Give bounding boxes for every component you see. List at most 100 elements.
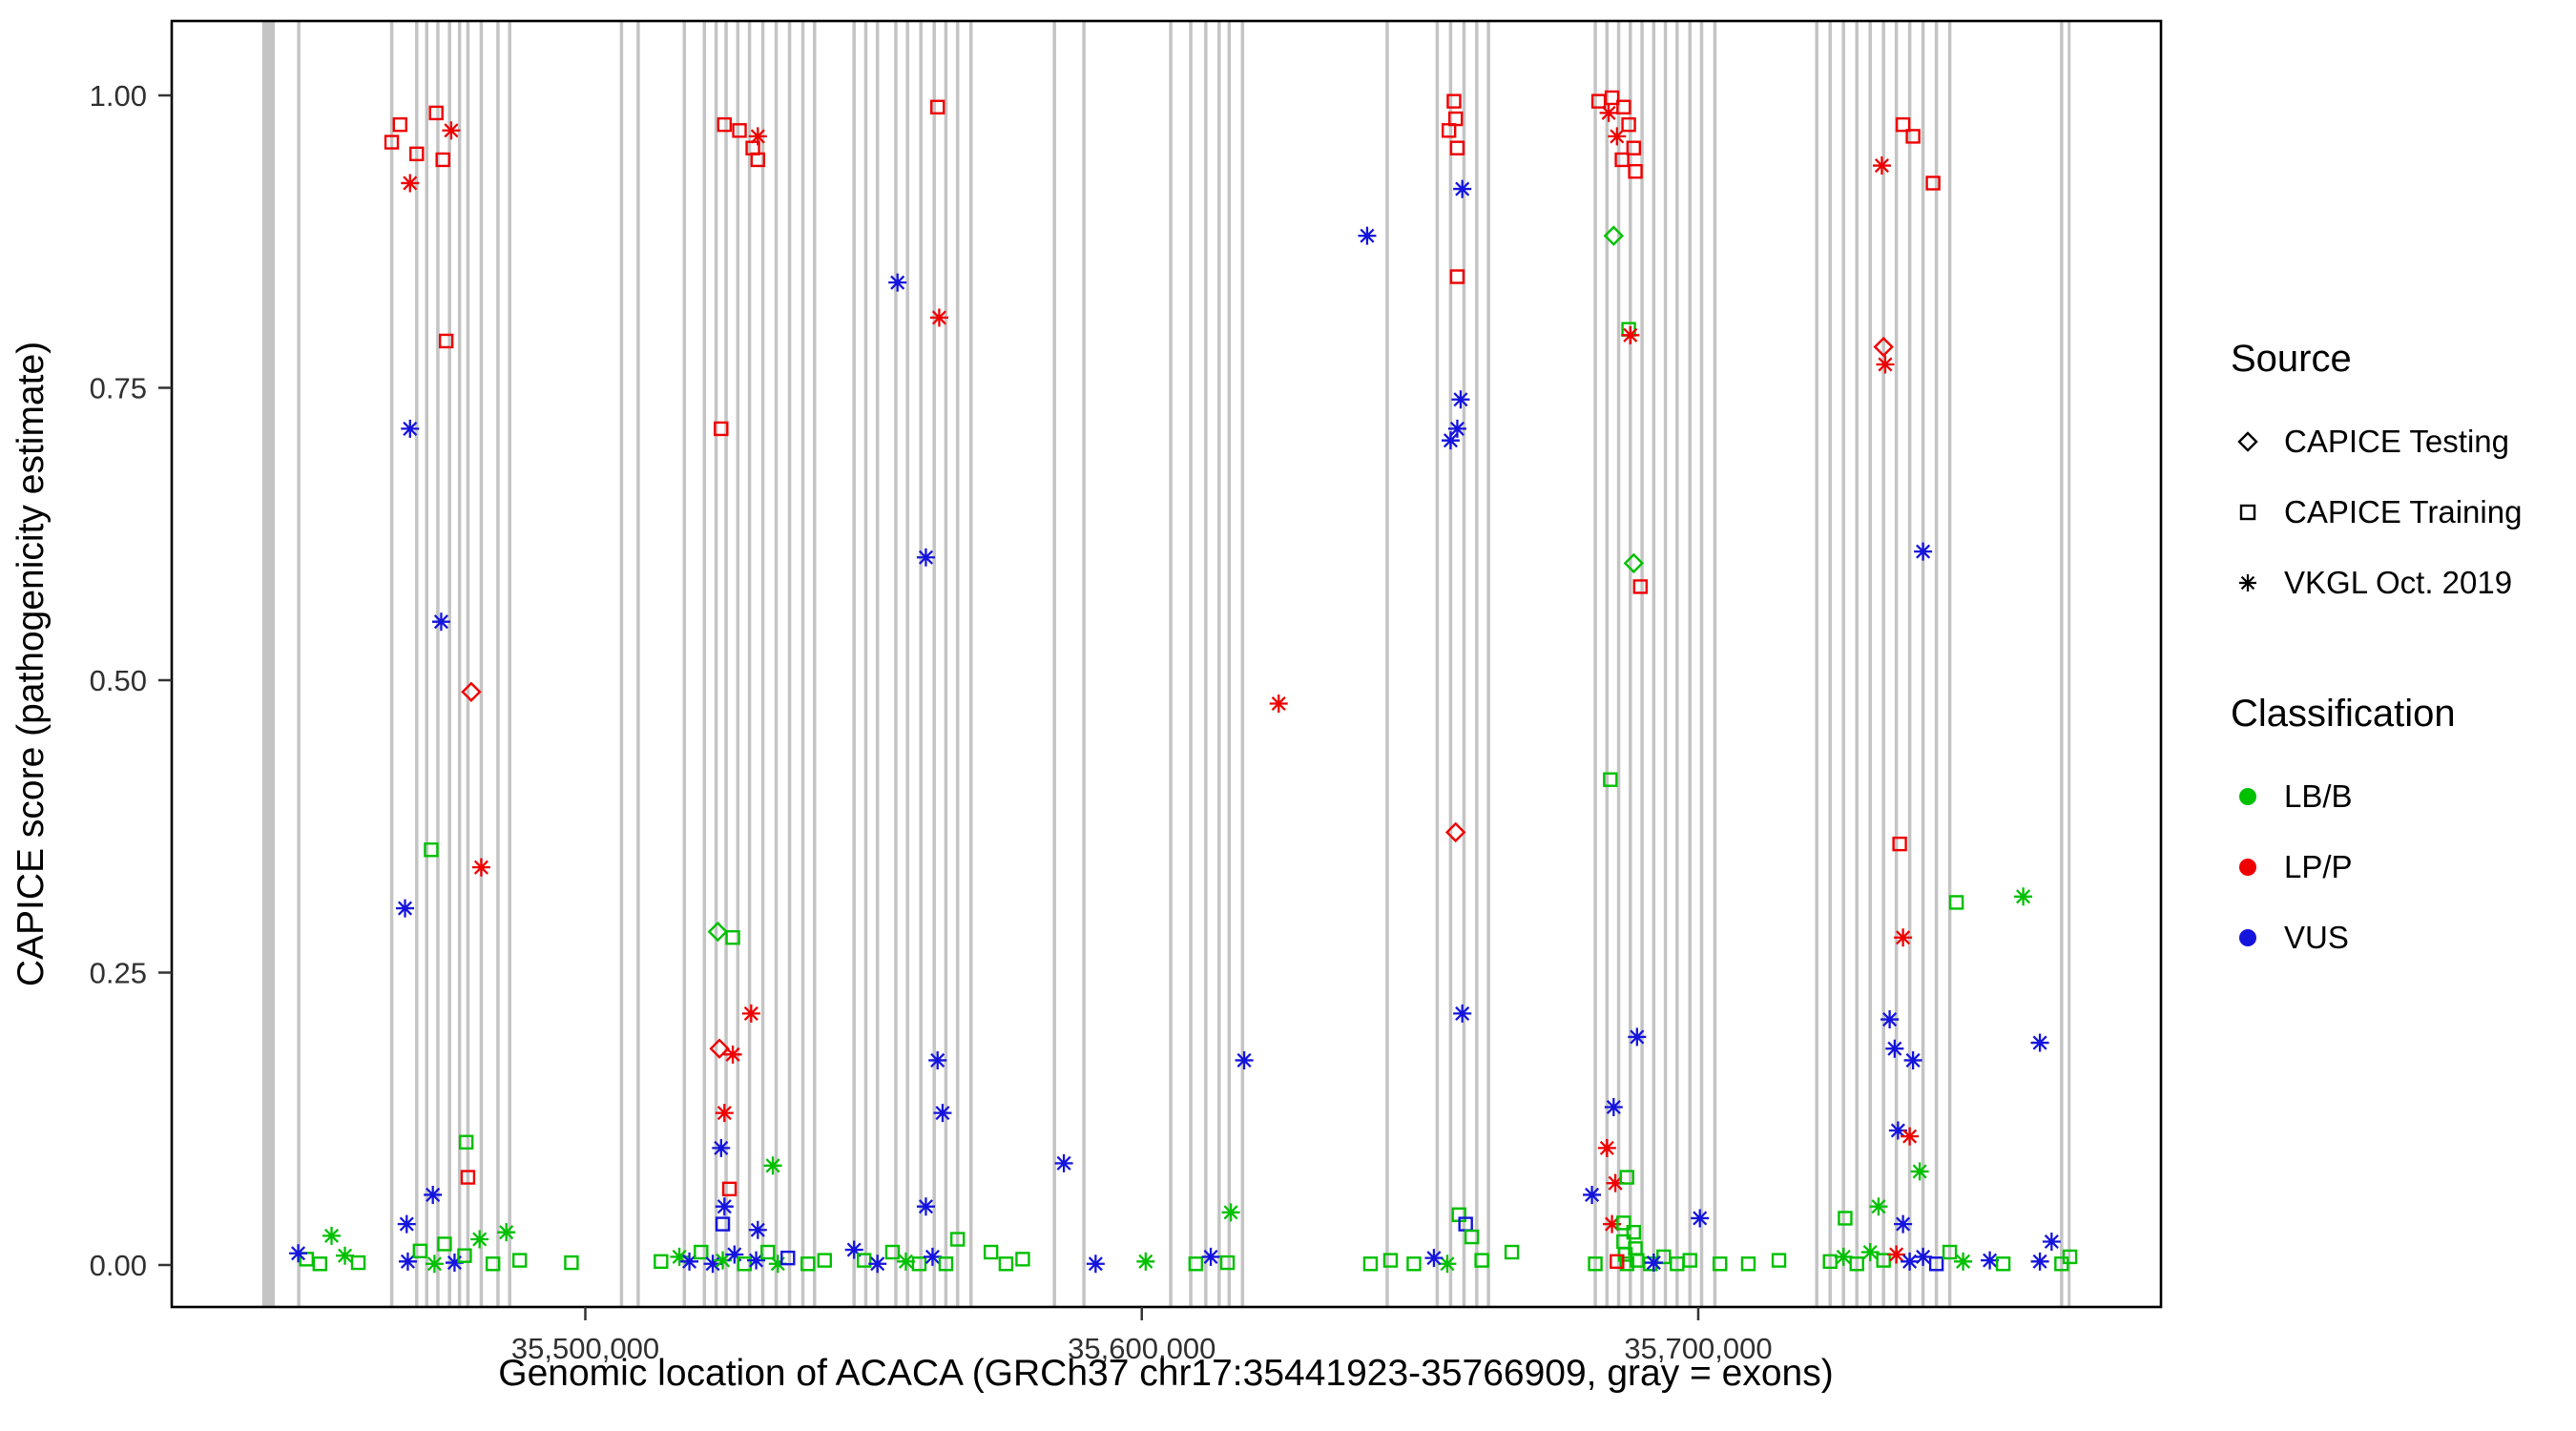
- data-point-asterisk: [1876, 355, 1895, 374]
- exon-line: [1593, 21, 1597, 1307]
- data-point-asterisk: [1691, 1209, 1710, 1228]
- axis-ticks: 0.00 0.25 0.50 0.75 1.00 35,500,000 35,600,000…: [90, 79, 1773, 1365]
- data-point-asterisk: [1628, 1027, 1647, 1047]
- data-point-square: [299, 1252, 314, 1267]
- y-axis-title: CAPICE score (pathogenicity estimate): [10, 342, 52, 986]
- data-point-asterisk: [888, 273, 907, 292]
- data-point-asterisk: [1453, 1004, 1472, 1023]
- data-point-square: [1682, 1253, 1697, 1268]
- data-point-square: [1614, 152, 1630, 168]
- data-point-square: [435, 152, 450, 168]
- data-point-asterisk: [1269, 695, 1288, 714]
- exon-line: [1616, 21, 1621, 1307]
- exon-line: [968, 21, 973, 1307]
- data-point-asterisk: [497, 1223, 516, 1242]
- y-tick-label: 0.75: [90, 372, 147, 405]
- exon-line: [852, 21, 856, 1307]
- data-point-asterisk: [1453, 179, 1472, 198]
- data-point-square: [1188, 1256, 1204, 1272]
- data-point-asterisk: [1901, 1252, 1920, 1271]
- data-point-square: [780, 1250, 796, 1266]
- exon-line: [1841, 21, 1845, 1307]
- x-axis-title: Genomic location of ACACA (GRCh37 chr17:…: [498, 1353, 1833, 1394]
- data-point-square: [438, 333, 454, 349]
- data-point-square: [1925, 176, 1941, 191]
- legend-item-capice-testing: CAPICE Testing: [2231, 406, 2522, 477]
- data-point-asterisk: [1438, 1255, 1457, 1274]
- data-point-square: [1948, 895, 1964, 910]
- lpp-dot-icon: [2239, 859, 2256, 876]
- exon-line: [479, 21, 484, 1307]
- data-point-diamond: [1603, 225, 1625, 246]
- exon-line: [1385, 21, 1389, 1307]
- data-point-asterisk: [896, 1252, 915, 1271]
- data-point-square: [911, 1256, 927, 1272]
- data-point-square: [1632, 579, 1649, 594]
- data-point-asterisk: [1608, 127, 1627, 146]
- data-point-asterisk: [322, 1226, 342, 1245]
- data-point-asterisk: [715, 1104, 734, 1123]
- exon-line: [1082, 21, 1086, 1307]
- data-point-square: [1628, 163, 1643, 179]
- legend-item-label: CAPICE Training: [2284, 494, 2523, 529]
- data-point-asterisk: [1599, 103, 1618, 122]
- data-point-asterisk: [2030, 1252, 2049, 1271]
- data-point-square: [424, 842, 439, 858]
- exon-line: [863, 21, 868, 1307]
- data-point-asterisk: [442, 121, 461, 140]
- data-point-square: [1616, 1215, 1631, 1231]
- data-point-asterisk: [1880, 1010, 1900, 1029]
- exon-line: [508, 21, 511, 1307]
- data-point-asterisk: [1910, 1162, 1929, 1181]
- data-point-asterisk: [445, 1254, 464, 1273]
- exon-line: [1652, 21, 1656, 1307]
- exon-line: [1448, 21, 1453, 1307]
- data-point-asterisk: [741, 1004, 760, 1023]
- data-point-asterisk: [844, 1240, 863, 1259]
- data-point-square: [1362, 1256, 1379, 1272]
- data-point-asterisk: [1447, 419, 1466, 438]
- data-points: [289, 90, 2078, 1274]
- data-point-square: [1892, 836, 1907, 852]
- exon-line: [747, 21, 752, 1307]
- legend-item-label: CAPICE Testing: [2284, 424, 2509, 459]
- data-point-asterisk: [1604, 1097, 1623, 1116]
- data-point-asterisk: [1860, 1243, 1880, 1262]
- exon-line: [1868, 21, 1872, 1307]
- data-point-asterisk: [723, 1045, 742, 1064]
- exon-line: [457, 21, 462, 1307]
- data-point-square: [1619, 1170, 1635, 1185]
- data-point-asterisk: [670, 1247, 689, 1266]
- data-point-diamond: [1623, 552, 1645, 574]
- data-point-square: [485, 1256, 501, 1272]
- data-point-square: [884, 1244, 901, 1260]
- data-point-square: [1928, 1256, 1944, 1272]
- data-point-square: [1449, 269, 1465, 284]
- data-point-asterisk: [715, 1197, 734, 1216]
- data-point-asterisk: [763, 1156, 782, 1175]
- data-point-square: [1588, 1256, 1603, 1272]
- data-point-square: [1895, 116, 1911, 133]
- data-point-square: [654, 1254, 669, 1270]
- data-point-square: [721, 1181, 737, 1197]
- data-point-square: [1604, 90, 1620, 106]
- data-point-asterisk: [768, 1255, 787, 1274]
- exon-line: [1169, 21, 1173, 1307]
- exon-line: [714, 21, 718, 1307]
- data-point-asterisk: [2030, 1033, 2049, 1052]
- data-point-square: [929, 99, 945, 114]
- data-point-asterisk: [703, 1255, 722, 1274]
- data-point-asterisk: [396, 899, 415, 918]
- data-point-square: [760, 1244, 776, 1260]
- exon-line: [619, 21, 624, 1307]
- data-point-square: [1713, 1256, 1728, 1272]
- data-point-square: [715, 1216, 731, 1232]
- data-point-square: [312, 1256, 327, 1272]
- data-point-square: [457, 1248, 472, 1263]
- exon-line: [297, 21, 301, 1307]
- exon-line: [932, 21, 936, 1307]
- data-point-square: [437, 1236, 452, 1252]
- data-point-square: [857, 1253, 872, 1268]
- data-point-square: [737, 1256, 753, 1272]
- data-point-square: [1610, 1254, 1625, 1270]
